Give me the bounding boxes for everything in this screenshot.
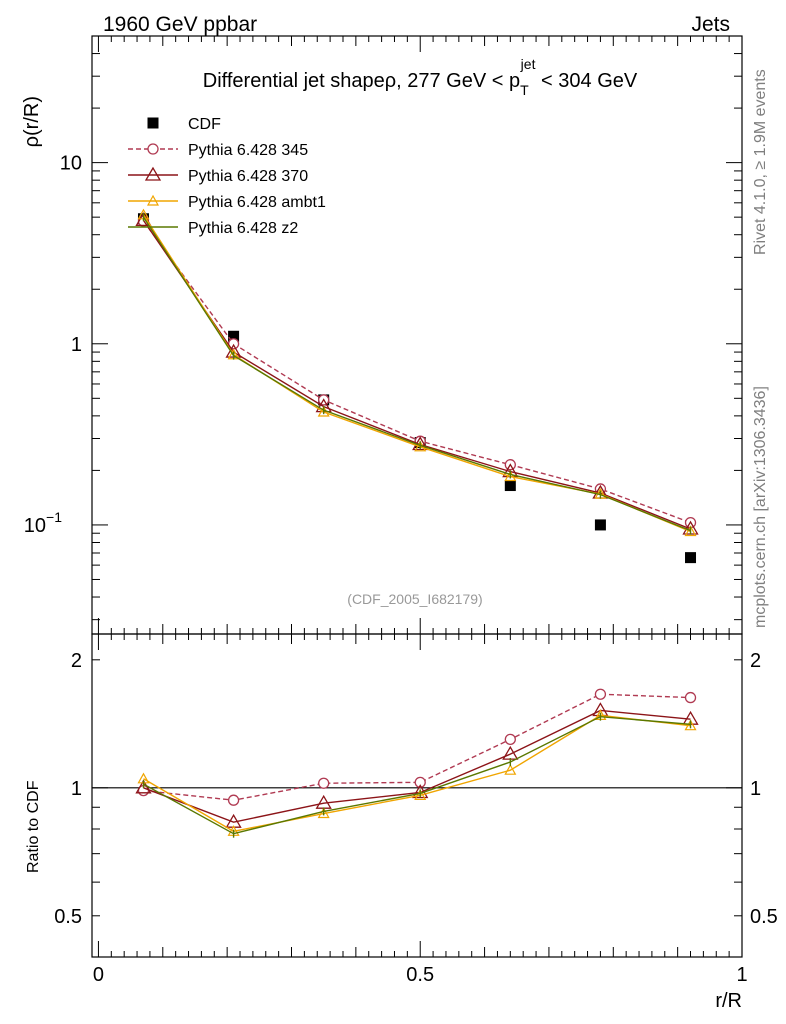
legend-marker-pythia-6-428-ambt1 (146, 194, 160, 206)
legend-label-cdf: CDF (188, 116, 221, 133)
y-tick-label: 10−1 (24, 509, 62, 537)
legend-marker-cdf (147, 117, 159, 129)
series-point-cdf (228, 330, 240, 342)
x-tick-label: 1 (736, 964, 747, 986)
series-point-pythia-6-428-345 (318, 777, 330, 789)
series-point-pythia-6-428-370 (502, 745, 519, 760)
ratio-frame (91, 633, 743, 958)
x-axis-label: r/R (715, 990, 742, 1012)
series-point-pythia-6-428-ambt1 (504, 763, 517, 775)
chart-title: Differential jet shapeρ, 277 GeV < pTjet… (203, 56, 638, 98)
upper-panel: Differential jet shapeρ, 277 GeV < pTjet… (21, 35, 743, 635)
header-right: Jets (691, 13, 730, 36)
series-point-pythia-6-428-ambt1 (684, 525, 697, 537)
mcplots-label: mcplots.cern.ch [arXiv:1306.3436] (752, 386, 769, 628)
x-tick-label: 0 (93, 964, 104, 986)
y-tick-label-right: 0.5 (750, 906, 778, 928)
legend-label-pythia-6-428-370: Pythia 6.428 370 (188, 168, 308, 185)
series-point-cdf (685, 552, 697, 564)
series-line-pythia-6-428-z2 (143, 715, 691, 835)
series-line-pythia-6-428-345 (142, 220, 691, 524)
series-line-pythia-6-428-370 (143, 709, 691, 823)
series-point-pythia-6-428-ambt1 (684, 719, 697, 731)
y-tick-label-right: 2 (750, 650, 761, 672)
series-line-pythia-6-428-ambt1 (143, 714, 691, 833)
series-line-pythia-6-428-z2 (142, 216, 691, 532)
series-point-pythia-6-428-ambt1 (317, 807, 330, 819)
legend: CDF Pythia 6.428 345 Pythia 6.428 370 Pythi… (128, 116, 326, 237)
y-tick-label: 0.5 (54, 906, 82, 928)
legend-marker-pythia-6-428-345 (147, 143, 159, 155)
rivet-version-label: Rivet 4.1.0, ≥ 1.9M events (752, 69, 769, 255)
series-point-pythia-6-428-345 (504, 733, 516, 746)
ratio-y-axis-label: Ratio to CDF (25, 780, 42, 873)
series-point-pythia-6-428-345 (684, 691, 697, 704)
legend-label-pythia-6-428-345: Pythia 6.428 345 (188, 142, 308, 159)
header-left: 1960 GeV ppbar (103, 13, 257, 36)
series-point-pythia-6-428-ambt1 (504, 470, 517, 482)
analysis-watermark: (CDF_2005_I682179) (347, 591, 482, 607)
series-point-pythia-6-428-345 (227, 794, 240, 806)
legend-label-pythia-6-428-z2: Pythia 6.428 z2 (188, 220, 298, 237)
series-point-cdf (504, 480, 516, 492)
series-line-pythia-6-428-370 (142, 219, 691, 530)
series-line-pythia-6-428-ambt1 (142, 214, 691, 533)
series-point-pythia-6-428-345 (594, 688, 607, 700)
series-point-pythia-6-428-ambt1 (414, 789, 427, 800)
y-tick-label: 10 (60, 153, 82, 175)
series-point-pythia-6-428-345 (414, 776, 426, 788)
y-tick-label: 1 (71, 778, 82, 800)
x-tick-label: 0.5 (406, 964, 434, 986)
ratio-panel: Ratio to CDF r/R 2 2 1 1 0.5 0.5 0 0.5 1 (25, 633, 778, 1012)
y-tick-label-right: 1 (750, 778, 761, 800)
legend-label-pythia-6-428-ambt1: Pythia 6.428 ambt1 (188, 194, 326, 211)
y-axis-label: ρ(r/R) (21, 96, 43, 147)
y-tick-label: 2 (71, 650, 82, 672)
series-point-cdf (594, 519, 606, 531)
legend-marker-pythia-6-428-370 (144, 166, 162, 181)
y-tick-label: 1 (71, 334, 82, 356)
